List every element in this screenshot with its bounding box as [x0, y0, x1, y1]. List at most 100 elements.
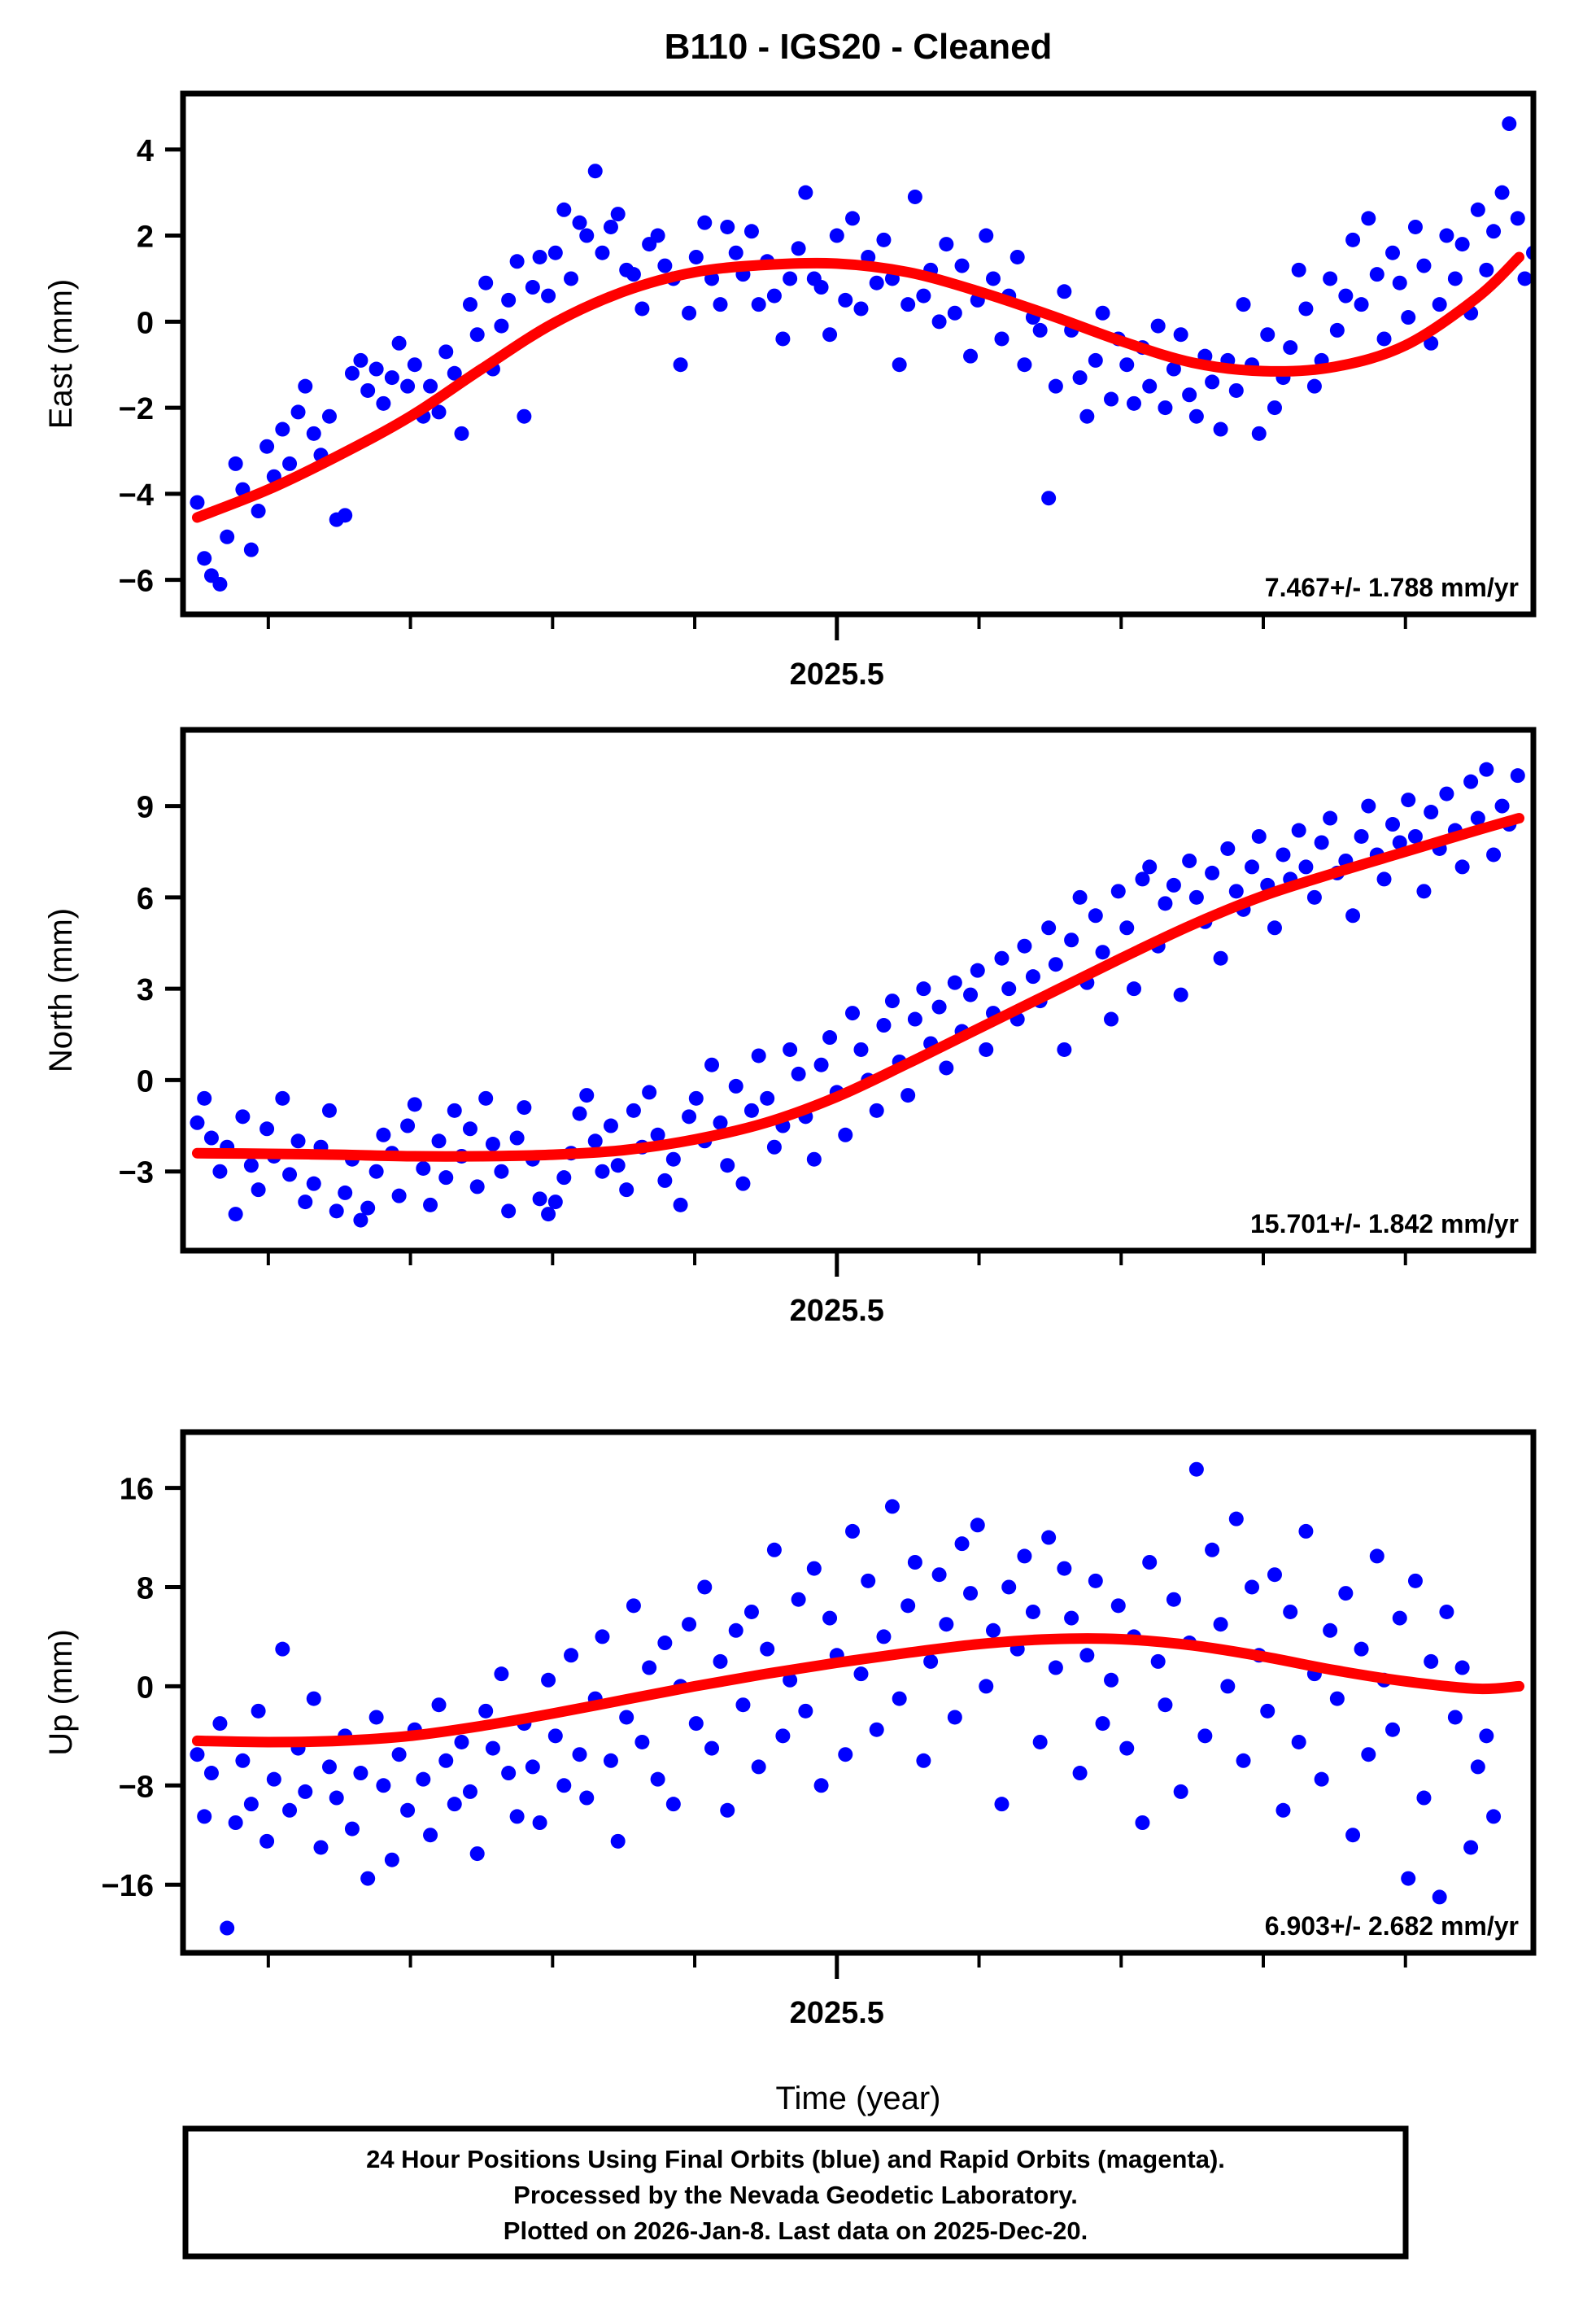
data-point — [509, 1809, 525, 1824]
data-point — [1502, 116, 1517, 132]
trend-fit-curve — [191, 251, 1525, 523]
data-point — [650, 1771, 665, 1787]
data-point — [190, 1115, 205, 1130]
data-point — [798, 1703, 813, 1719]
data-point — [728, 245, 743, 260]
data-point — [1150, 318, 1166, 334]
data-point — [1486, 1809, 1502, 1824]
data-point — [1470, 810, 1485, 826]
data-point — [766, 288, 782, 304]
data-point — [243, 542, 259, 557]
data-point — [282, 456, 298, 471]
data-point — [517, 408, 532, 424]
data-point — [431, 1133, 447, 1149]
data-point — [1041, 1530, 1057, 1545]
data-point — [1041, 920, 1057, 936]
data-point — [1072, 889, 1088, 905]
data-point — [1251, 426, 1267, 441]
data-point — [1291, 262, 1306, 277]
data-point — [228, 456, 243, 471]
data-point — [1329, 1691, 1345, 1706]
data-point — [595, 1164, 610, 1179]
data-point — [1526, 0, 1541, 7]
data-point — [1213, 950, 1228, 966]
data-point — [579, 228, 595, 243]
data-point — [329, 1203, 344, 1219]
data-point — [743, 1604, 759, 1619]
data-point — [634, 301, 650, 317]
data-point — [994, 331, 1009, 347]
data-point — [509, 1130, 525, 1146]
data-point — [1323, 1622, 1338, 1638]
y-tick-label: 6 — [137, 882, 154, 916]
data-point — [1048, 1660, 1063, 1675]
data-point — [697, 215, 713, 230]
data-point — [963, 348, 979, 364]
data-point — [1104, 1011, 1119, 1027]
data-point — [384, 1852, 399, 1867]
plot-frame — [180, 1429, 1537, 1956]
data-point — [791, 1066, 806, 1081]
data-point — [447, 1103, 462, 1118]
data-point — [947, 305, 962, 321]
data-point — [1424, 1653, 1439, 1669]
data-point — [485, 1137, 500, 1152]
data-point — [416, 1771, 431, 1787]
data-point — [547, 1194, 563, 1210]
data-point — [228, 1815, 243, 1830]
data-point — [1354, 297, 1369, 312]
rate-annotation-east: 7.467+/- 1.788 mm/yr — [1265, 573, 1519, 602]
caption-line3: Plotted on 2026-Jan-8. Last data on 2025… — [504, 2216, 1088, 2245]
data-point — [688, 1090, 704, 1106]
data-point — [673, 357, 688, 373]
data-point — [900, 1088, 916, 1103]
data-point — [813, 280, 829, 295]
data-point — [259, 1833, 275, 1849]
data-point — [1401, 310, 1416, 325]
data-point — [1095, 305, 1110, 321]
data-point — [525, 280, 540, 295]
data-point — [1032, 1734, 1048, 1749]
data-point — [916, 288, 931, 304]
data-point — [1158, 400, 1173, 416]
data-point — [564, 1648, 579, 1663]
data-point — [979, 1042, 994, 1057]
fit-curve-group — [191, 1633, 1525, 1748]
data-point — [1432, 1889, 1447, 1905]
data-point — [1338, 1586, 1354, 1601]
data-point — [501, 292, 517, 308]
data-point — [892, 1691, 907, 1706]
data-point — [1228, 884, 1244, 899]
data-point — [1361, 1747, 1376, 1762]
data-point — [1001, 1579, 1017, 1595]
data-point — [1275, 1802, 1291, 1818]
data-point — [1502, 0, 1516, 7]
y-tick-label: −6 — [119, 565, 154, 599]
data-point — [220, 1920, 235, 1936]
data-point — [743, 224, 759, 239]
y-tick-label: 8 — [137, 1571, 154, 1605]
scatter-points-up — [190, 0, 1541, 1936]
data-point — [610, 1158, 626, 1173]
data-point — [829, 228, 844, 243]
data-point — [603, 1118, 618, 1133]
data-point — [813, 1778, 829, 1793]
data-point — [1088, 1573, 1103, 1588]
data-point — [697, 1579, 713, 1595]
data-point — [720, 1158, 735, 1173]
data-point — [775, 331, 791, 347]
data-point — [228, 1207, 243, 1222]
data-point — [353, 1766, 368, 1781]
data-point — [1275, 847, 1291, 863]
data-point — [532, 249, 547, 264]
data-point — [1385, 1722, 1401, 1737]
data-point — [751, 297, 766, 312]
data-point — [1329, 322, 1345, 338]
data-point — [1119, 920, 1135, 936]
data-point — [532, 1815, 547, 1830]
data-point — [275, 1641, 290, 1657]
x-axis-title: Time (year) — [776, 2081, 941, 2116]
data-point — [704, 1057, 720, 1072]
